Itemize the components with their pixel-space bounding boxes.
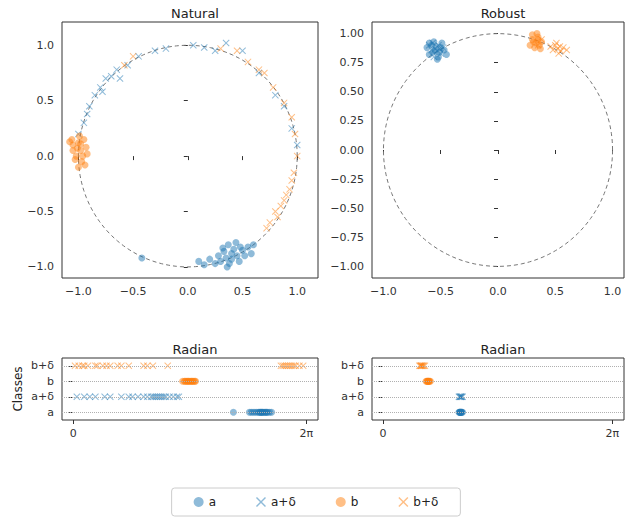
- svg-text:Natural: Natural: [171, 6, 219, 21]
- svg-text:Classes: Classes: [11, 366, 25, 411]
- svg-text:b: b: [47, 375, 54, 388]
- svg-text:1.00: 1.00: [340, 27, 365, 40]
- svg-text:b+δ: b+δ: [341, 359, 364, 372]
- svg-text:a: a: [209, 495, 216, 509]
- svg-text:0: 0: [70, 427, 77, 440]
- svg-text:1.0: 1.0: [288, 285, 306, 298]
- svg-text:b+δ: b+δ: [413, 495, 438, 509]
- svg-text:0.0: 0.0: [37, 150, 55, 163]
- svg-text:Radian: Radian: [481, 342, 526, 357]
- svg-text:a+δ: a+δ: [31, 390, 54, 403]
- svg-text:0.00: 0.00: [340, 144, 365, 157]
- svg-text:0.5: 0.5: [547, 285, 565, 298]
- svg-text:−0.25: −0.25: [330, 173, 364, 186]
- svg-text:2π: 2π: [606, 427, 620, 440]
- svg-text:b: b: [351, 495, 359, 509]
- svg-text:1.0: 1.0: [604, 285, 622, 298]
- svg-text:−1.0: −1.0: [370, 285, 397, 298]
- svg-text:b+δ: b+δ: [31, 359, 54, 372]
- svg-text:−1.0: −1.0: [65, 285, 92, 298]
- svg-text:a: a: [357, 406, 364, 419]
- svg-text:0.25: 0.25: [340, 114, 365, 127]
- svg-text:a+δ: a+δ: [341, 390, 364, 403]
- svg-text:−1.00: −1.00: [330, 260, 364, 273]
- svg-text:Robust: Robust: [481, 6, 526, 21]
- svg-text:a+δ: a+δ: [271, 495, 296, 509]
- svg-text:0.5: 0.5: [37, 94, 55, 107]
- svg-text:2π: 2π: [299, 427, 313, 440]
- svg-text:0.0: 0.0: [179, 285, 197, 298]
- svg-text:−0.5: −0.5: [120, 285, 147, 298]
- svg-text:−0.5: −0.5: [427, 285, 454, 298]
- svg-text:a: a: [47, 406, 54, 419]
- svg-text:0: 0: [379, 427, 386, 440]
- svg-text:Radian: Radian: [173, 342, 218, 357]
- svg-text:−0.75: −0.75: [330, 231, 364, 244]
- svg-text:1.0: 1.0: [37, 39, 55, 52]
- svg-text:b: b: [357, 375, 364, 388]
- svg-text:0.0: 0.0: [489, 285, 507, 298]
- svg-text:0.5: 0.5: [234, 285, 252, 298]
- svg-text:−1.0: −1.0: [27, 260, 54, 273]
- svg-text:−0.5: −0.5: [27, 205, 54, 218]
- svg-text:0.75: 0.75: [340, 56, 365, 69]
- svg-text:−0.50: −0.50: [330, 202, 364, 215]
- svg-text:0.50: 0.50: [340, 85, 365, 98]
